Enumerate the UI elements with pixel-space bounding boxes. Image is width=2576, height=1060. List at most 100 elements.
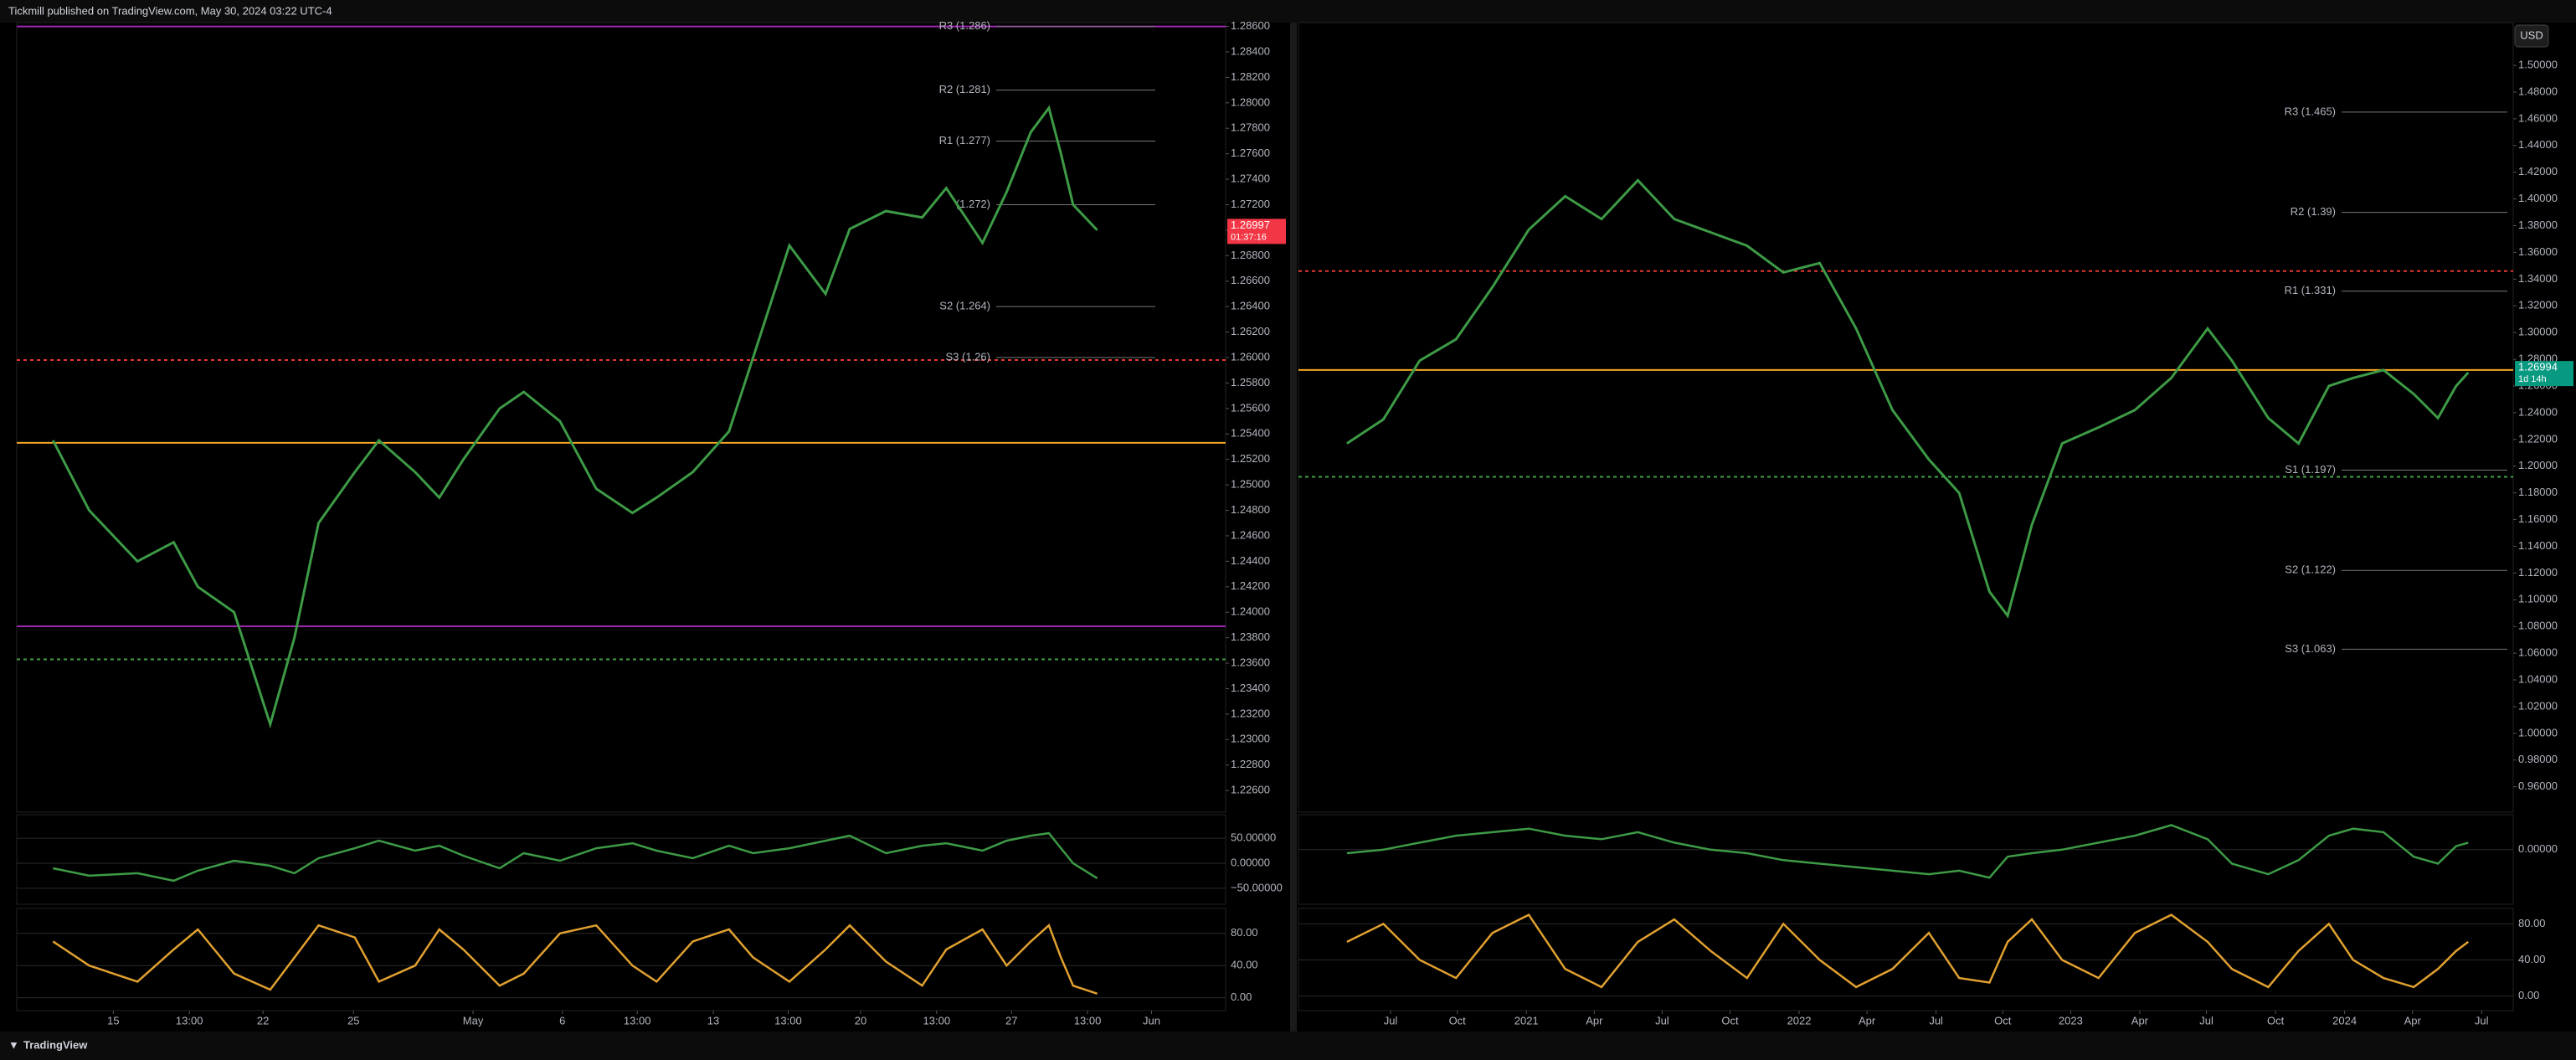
x-tick-label: 13:00 (1074, 1014, 1102, 1027)
y-tick-label: 1.25400 (1231, 427, 1270, 440)
pivot-label: S2 (1.264) (939, 300, 990, 312)
x-tick-label: Jul (1929, 1014, 1943, 1027)
x-tick-label: Oct (1449, 1014, 1467, 1027)
header-title: Tickmill published on TradingView.com, M… (8, 4, 332, 17)
x-tick-label: Apr (2131, 1014, 2149, 1027)
osc-line (52, 924, 1098, 995)
osc-tick-label: 0.00 (2518, 989, 2539, 1001)
x-tick-label: Oct (2267, 1014, 2285, 1027)
pane-frame (16, 22, 1226, 813)
y-tick-label: 1.34000 (2518, 272, 2558, 285)
y-tick-label: 1.16000 (2518, 512, 2558, 525)
y-tick-label: 1.00000 (2518, 726, 2558, 738)
y-tick-label: 1.36000 (2518, 245, 2558, 258)
y-tick-label: 1.44000 (2518, 138, 2558, 151)
y-tick-label: 1.27600 (1231, 147, 1270, 159)
y-tick-label: 1.23600 (1231, 656, 1270, 668)
pivot-label: S1 (1.197) (2285, 463, 2336, 476)
y-tick-label: 1.20000 (2518, 459, 2558, 471)
pivot-label: (1.272) (956, 198, 990, 210)
pivot-label: R3 (1.465) (2285, 105, 2336, 117)
pivot-label: R2 (1.281) (939, 83, 990, 95)
currency-button[interactable] (2514, 24, 2549, 48)
divider (1290, 23, 1297, 1032)
pivot-label: S3 (1.26) (946, 350, 990, 363)
y-tick-label: 1.23800 (1231, 630, 1270, 643)
pivot-label: R1 (1.277) (939, 134, 990, 147)
y-tick-label: 1.22000 (2518, 432, 2558, 445)
osc-line (1346, 824, 2469, 879)
y-tick-label: 1.14000 (2518, 539, 2558, 552)
osc-tick-label: 80.00 (1231, 926, 1258, 939)
price-line (1346, 178, 2470, 619)
y-tick-label: 1.12000 (2518, 566, 2558, 579)
y-tick-label: 1.26000 (1231, 350, 1270, 363)
y-tick-label: 1.26800 (1231, 249, 1270, 261)
y-tick-label: 1.27200 (1231, 198, 1270, 210)
x-tick-label: Jun (1143, 1014, 1160, 1027)
y-tick-label: 1.26200 (1231, 325, 1270, 337)
x-tick-label: Jul (2199, 1014, 2214, 1027)
y-tick-label: 1.26600 (1231, 274, 1270, 286)
y-tick-label: 1.24200 (1231, 579, 1270, 592)
y-tick-label: 1.23400 (1231, 682, 1270, 694)
y-tick-label: 1.25600 (1231, 401, 1270, 414)
x-tick-label: May (463, 1014, 484, 1027)
y-tick-label: 1.27800 (1231, 121, 1270, 134)
pivot-label: R1 (1.331) (2285, 284, 2336, 296)
x-tick-label: 13:00 (774, 1014, 802, 1027)
y-tick-label: 1.28000 (1231, 95, 1270, 108)
currency: USD (2520, 28, 2543, 41)
y-tick-label: 1.24600 (1231, 528, 1270, 541)
y-tick-label: 1.18000 (2518, 486, 2558, 498)
pane-frame (1298, 908, 2514, 1011)
y-tick-label: 1.50000 (2518, 58, 2558, 70)
y-tick-label: 1.32000 (2518, 299, 2558, 311)
x-tick-label: 2023 (2059, 1014, 2083, 1027)
last-price-label: 1.26994 (2518, 361, 2558, 373)
y-tick-label: 1.28200 (1231, 70, 1270, 83)
y-tick-label: 1.28400 (1231, 44, 1270, 57)
x-tick-label: 2021 (1514, 1014, 1539, 1027)
y-tick-label: 1.24000 (2518, 405, 2558, 418)
osc-tick-label: −50.00000 (1231, 881, 1283, 893)
osc-line (1346, 913, 2470, 989)
pivot-label: S2 (1.122) (2285, 563, 2336, 576)
y-tick-label: 1.10000 (2518, 593, 2558, 605)
y-tick-label: 1.22800 (1231, 758, 1270, 770)
osc-tick-label: 40.00 (2518, 953, 2546, 965)
logo: ▼ (8, 1038, 19, 1051)
x-tick-label: 2024 (2332, 1014, 2357, 1027)
y-tick-label: 0.96000 (2518, 780, 2558, 792)
last-price-tag (1227, 219, 1286, 244)
y-tick-label: 1.24400 (1231, 554, 1270, 567)
y-tick-label: 1.25000 (1231, 478, 1270, 491)
y-tick-label: 1.23000 (1231, 733, 1270, 745)
osc-tick-label: 0.00000 (1231, 856, 1270, 868)
header-bar (0, 0, 2576, 23)
x-tick-label: Jul (1655, 1014, 1669, 1027)
y-tick-label: 1.25200 (1231, 452, 1270, 465)
osc-tick-label: 50.00000 (1231, 831, 1276, 844)
x-tick-label: Jul (2475, 1014, 2489, 1027)
pane-frame (16, 908, 1226, 1011)
y-tick-label: 1.38000 (2518, 219, 2558, 231)
x-tick-label: 13:00 (923, 1014, 951, 1027)
x-tick-label: 22 (257, 1014, 269, 1027)
y-tick-label: 1.23200 (1231, 707, 1270, 719)
x-tick-label: Oct (1994, 1014, 2012, 1027)
y-tick-label: 1.04000 (2518, 672, 2558, 685)
y-tick-label: 1.28600 (1231, 19, 1270, 32)
y-tick-label: 1.24000 (1231, 605, 1270, 618)
last-price-label: 1.26997 (1231, 219, 1270, 231)
y-tick-label: 1.40000 (2518, 192, 2558, 204)
x-tick-label: Apr (2404, 1014, 2422, 1027)
pane-frame (16, 814, 1226, 905)
y-tick-label: 1.46000 (2518, 111, 2558, 124)
pivot-label: R3 (1.286) (939, 19, 990, 32)
last-price-tag (2515, 361, 2573, 387)
pivot-label: R2 (1.39) (2291, 205, 2336, 218)
pane-frame (1298, 814, 2514, 905)
